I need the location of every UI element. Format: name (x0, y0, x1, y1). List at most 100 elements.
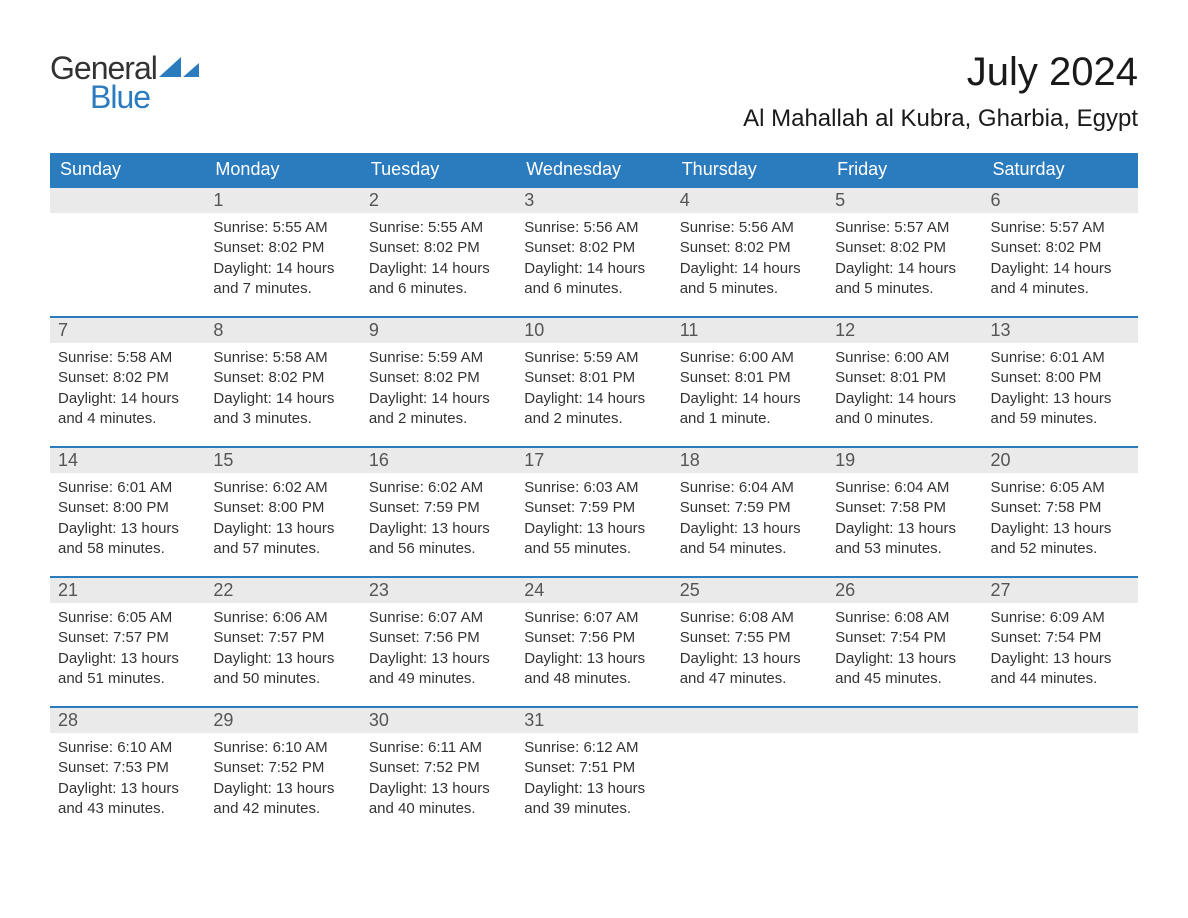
day-details: Sunrise: 6:03 AMSunset: 7:59 PMDaylight:… (516, 473, 671, 569)
weekday-header: Sunday (50, 153, 205, 186)
daylight-line: Daylight: 13 hours and 52 minutes. (991, 519, 1130, 560)
day-details: Sunrise: 6:05 AMSunset: 7:58 PMDaylight:… (983, 473, 1138, 569)
calendar-day-cell: 21Sunrise: 6:05 AMSunset: 7:57 PMDayligh… (50, 576, 205, 706)
sunrise-line: Sunrise: 6:10 AM (58, 738, 197, 758)
calendar-day-cell: 12Sunrise: 6:00 AMSunset: 8:01 PMDayligh… (827, 316, 982, 446)
calendar-day-cell: 6Sunrise: 5:57 AMSunset: 8:02 PMDaylight… (983, 186, 1138, 316)
sunrise-line: Sunrise: 6:04 AM (835, 478, 974, 498)
day-number: 18 (672, 446, 827, 473)
day-details: Sunrise: 5:58 AMSunset: 8:02 PMDaylight:… (205, 343, 360, 439)
header: General Blue July 2024 Al Mahallah al Ku… (50, 50, 1138, 133)
day-details: Sunrise: 5:57 AMSunset: 8:02 PMDaylight:… (827, 213, 982, 309)
day-number: 19 (827, 446, 982, 473)
day-number-bar (50, 186, 205, 213)
day-number: 5 (827, 186, 982, 213)
day-number: 24 (516, 576, 671, 603)
sunset-line: Sunset: 8:00 PM (213, 498, 352, 518)
daylight-line: Daylight: 14 hours and 4 minutes. (58, 389, 197, 430)
calendar-table: SundayMondayTuesdayWednesdayThursdayFrid… (50, 153, 1138, 836)
day-number: 14 (50, 446, 205, 473)
day-number: 15 (205, 446, 360, 473)
sunrise-line: Sunrise: 6:05 AM (58, 608, 197, 628)
calendar-day-cell: 7Sunrise: 5:58 AMSunset: 8:02 PMDaylight… (50, 316, 205, 446)
calendar-day-cell: 1Sunrise: 5:55 AMSunset: 8:02 PMDaylight… (205, 186, 360, 316)
sunset-line: Sunset: 8:02 PM (524, 238, 663, 258)
calendar-day-cell: 28Sunrise: 6:10 AMSunset: 7:53 PMDayligh… (50, 706, 205, 836)
day-number-bar (827, 706, 982, 733)
sunrise-line: Sunrise: 5:57 AM (835, 218, 974, 238)
daylight-line: Daylight: 14 hours and 1 minute. (680, 389, 819, 430)
daylight-line: Daylight: 13 hours and 45 minutes. (835, 649, 974, 690)
calendar-day-cell (672, 706, 827, 836)
sunset-line: Sunset: 8:02 PM (680, 238, 819, 258)
day-details: Sunrise: 5:59 AMSunset: 8:01 PMDaylight:… (516, 343, 671, 439)
sunrise-line: Sunrise: 6:01 AM (58, 478, 197, 498)
day-number: 4 (672, 186, 827, 213)
day-details: Sunrise: 5:59 AMSunset: 8:02 PMDaylight:… (361, 343, 516, 439)
sunrise-line: Sunrise: 6:00 AM (835, 348, 974, 368)
daylight-line: Daylight: 13 hours and 44 minutes. (991, 649, 1130, 690)
sunset-line: Sunset: 8:01 PM (680, 368, 819, 388)
sunrise-line: Sunrise: 5:55 AM (369, 218, 508, 238)
calendar-week-row: 7Sunrise: 5:58 AMSunset: 8:02 PMDaylight… (50, 316, 1138, 446)
daylight-line: Daylight: 13 hours and 49 minutes. (369, 649, 508, 690)
day-number-bar (672, 706, 827, 733)
sunset-line: Sunset: 7:53 PM (58, 758, 197, 778)
sunrise-line: Sunrise: 6:03 AM (524, 478, 663, 498)
sunset-line: Sunset: 7:57 PM (213, 628, 352, 648)
sunrise-line: Sunrise: 5:55 AM (213, 218, 352, 238)
weekday-header: Thursday (672, 153, 827, 186)
sunrise-line: Sunrise: 5:56 AM (680, 218, 819, 238)
sunset-line: Sunset: 7:52 PM (369, 758, 508, 778)
sunset-line: Sunset: 8:02 PM (835, 238, 974, 258)
day-number: 6 (983, 186, 1138, 213)
calendar-day-cell: 26Sunrise: 6:08 AMSunset: 7:54 PMDayligh… (827, 576, 982, 706)
sunset-line: Sunset: 8:01 PM (524, 368, 663, 388)
sunset-line: Sunset: 7:56 PM (369, 628, 508, 648)
weekday-header: Saturday (983, 153, 1138, 186)
calendar-day-cell (983, 706, 1138, 836)
day-details: Sunrise: 6:00 AMSunset: 8:01 PMDaylight:… (827, 343, 982, 439)
daylight-line: Daylight: 14 hours and 6 minutes. (524, 259, 663, 300)
day-number: 21 (50, 576, 205, 603)
daylight-line: Daylight: 14 hours and 5 minutes. (835, 259, 974, 300)
daylight-line: Daylight: 13 hours and 54 minutes. (680, 519, 819, 560)
daylight-line: Daylight: 13 hours and 56 minutes. (369, 519, 508, 560)
day-details: Sunrise: 6:12 AMSunset: 7:51 PMDaylight:… (516, 733, 671, 829)
calendar-day-cell: 15Sunrise: 6:02 AMSunset: 8:00 PMDayligh… (205, 446, 360, 576)
calendar-day-cell: 30Sunrise: 6:11 AMSunset: 7:52 PMDayligh… (361, 706, 516, 836)
sunrise-line: Sunrise: 6:02 AM (369, 478, 508, 498)
calendar-day-cell: 14Sunrise: 6:01 AMSunset: 8:00 PMDayligh… (50, 446, 205, 576)
daylight-line: Daylight: 13 hours and 48 minutes. (524, 649, 663, 690)
calendar-day-cell: 11Sunrise: 6:00 AMSunset: 8:01 PMDayligh… (672, 316, 827, 446)
day-details: Sunrise: 5:55 AMSunset: 8:02 PMDaylight:… (205, 213, 360, 309)
daylight-line: Daylight: 13 hours and 59 minutes. (991, 389, 1130, 430)
day-details: Sunrise: 5:56 AMSunset: 8:02 PMDaylight:… (672, 213, 827, 309)
day-number: 20 (983, 446, 1138, 473)
title-block: July 2024 Al Mahallah al Kubra, Gharbia,… (743, 50, 1138, 133)
sunset-line: Sunset: 7:58 PM (835, 498, 974, 518)
daylight-line: Daylight: 14 hours and 7 minutes. (213, 259, 352, 300)
day-number: 9 (361, 316, 516, 343)
daylight-line: Daylight: 14 hours and 5 minutes. (680, 259, 819, 300)
sunset-line: Sunset: 7:54 PM (835, 628, 974, 648)
day-details: Sunrise: 6:05 AMSunset: 7:57 PMDaylight:… (50, 603, 205, 699)
calendar-day-cell: 3Sunrise: 5:56 AMSunset: 8:02 PMDaylight… (516, 186, 671, 316)
calendar-week-row: 28Sunrise: 6:10 AMSunset: 7:53 PMDayligh… (50, 706, 1138, 836)
sunset-line: Sunset: 8:02 PM (213, 238, 352, 258)
calendar-day-cell (50, 186, 205, 316)
day-details: Sunrise: 5:57 AMSunset: 8:02 PMDaylight:… (983, 213, 1138, 309)
day-number: 22 (205, 576, 360, 603)
calendar-day-cell: 18Sunrise: 6:04 AMSunset: 7:59 PMDayligh… (672, 446, 827, 576)
day-number: 12 (827, 316, 982, 343)
day-details: Sunrise: 6:07 AMSunset: 7:56 PMDaylight:… (516, 603, 671, 699)
calendar-day-cell: 22Sunrise: 6:06 AMSunset: 7:57 PMDayligh… (205, 576, 360, 706)
calendar-day-cell: 5Sunrise: 5:57 AMSunset: 8:02 PMDaylight… (827, 186, 982, 316)
day-number: 23 (361, 576, 516, 603)
calendar-day-cell: 16Sunrise: 6:02 AMSunset: 7:59 PMDayligh… (361, 446, 516, 576)
logo: General Blue (50, 50, 199, 116)
day-details: Sunrise: 6:02 AMSunset: 8:00 PMDaylight:… (205, 473, 360, 569)
month-title: July 2024 (743, 50, 1138, 95)
logo-text-blue: Blue (90, 79, 199, 116)
day-number: 1 (205, 186, 360, 213)
